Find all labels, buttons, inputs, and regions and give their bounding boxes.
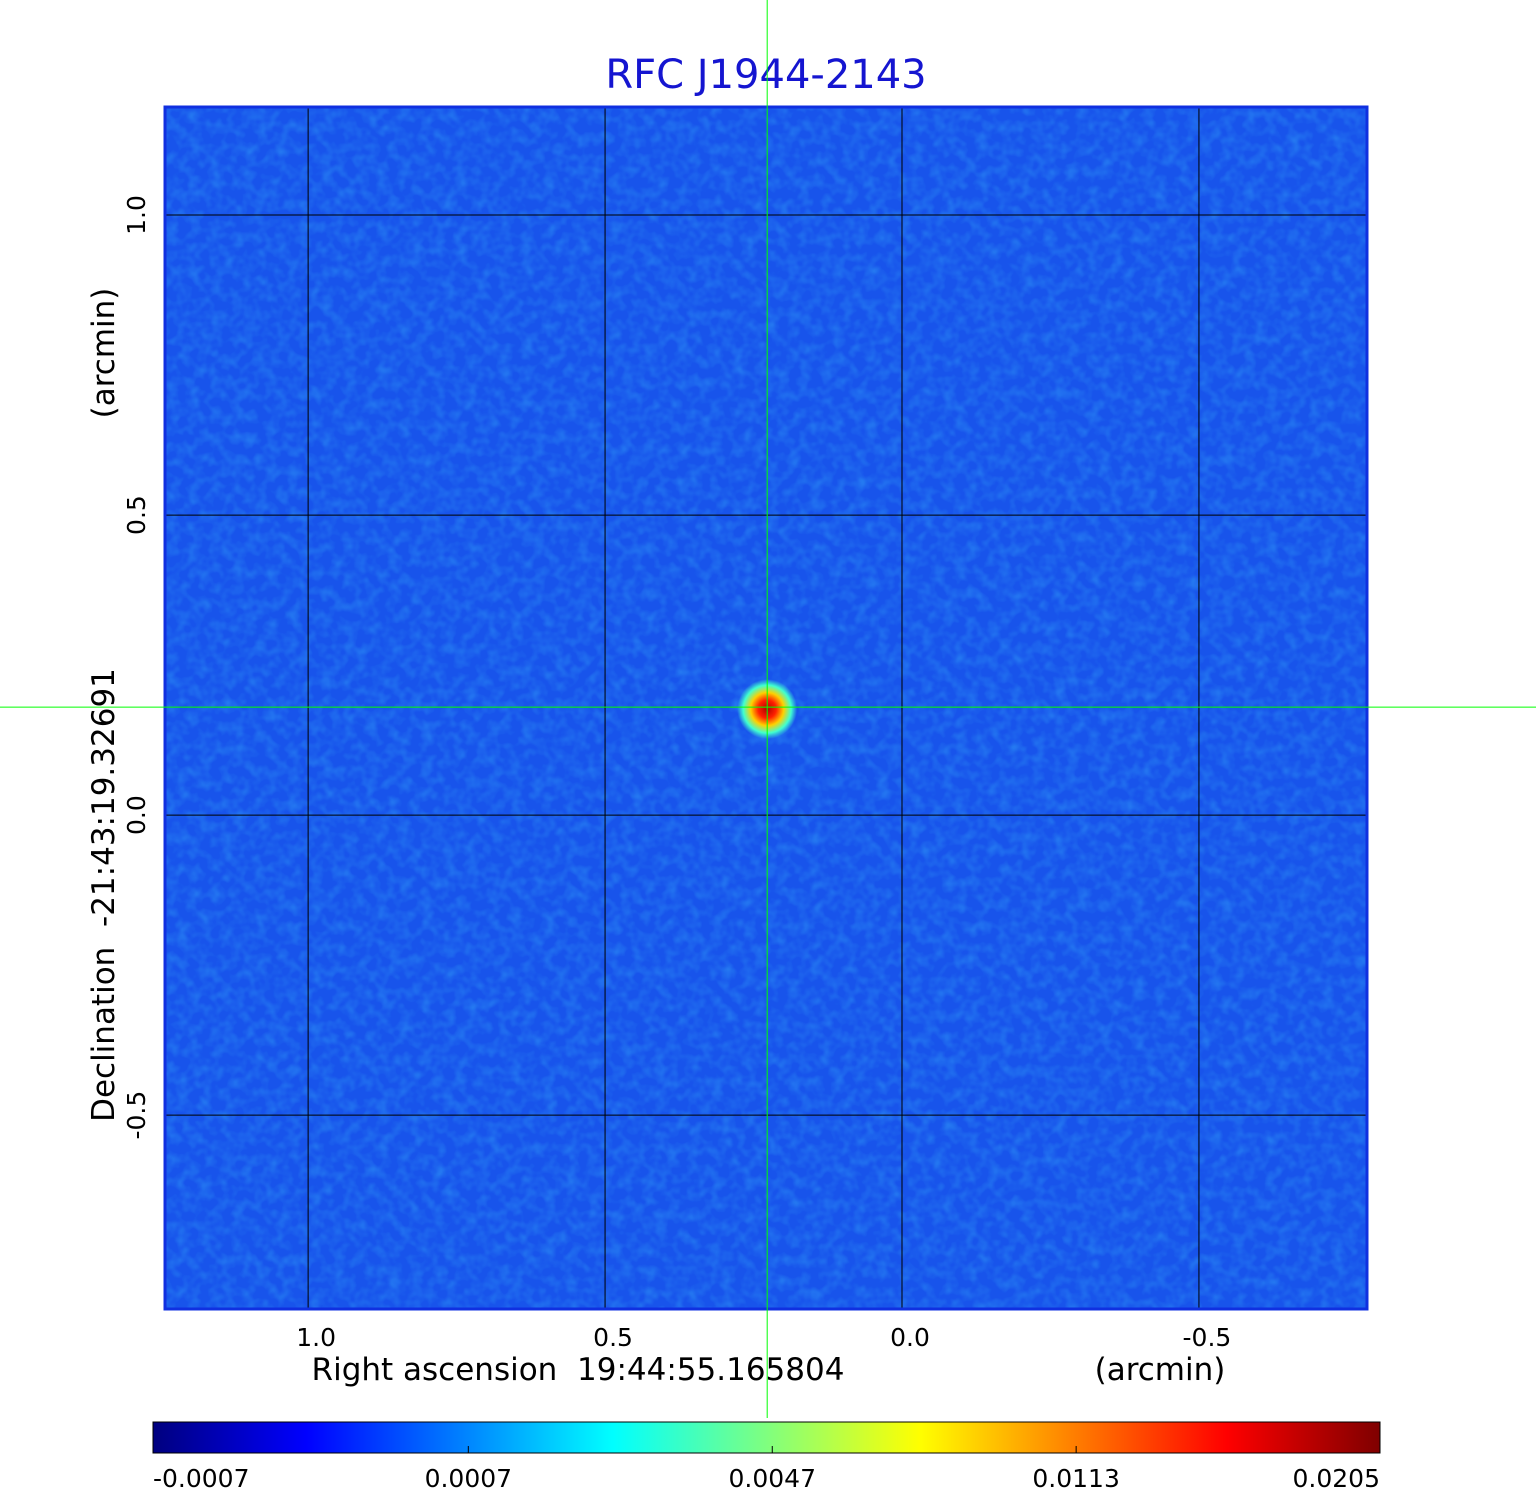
x-tick-label: 0.5 xyxy=(593,1323,633,1352)
y-tick-label: -0.5 xyxy=(122,1091,151,1140)
y-tick-label: 1.0 xyxy=(122,195,151,235)
x-axis-label: Right ascension 19:44:55.165804 xyxy=(312,1352,845,1388)
chart-title: RFC J1944-2143 xyxy=(605,52,926,98)
x-axis-unit: (arcmin) xyxy=(1095,1352,1226,1388)
colorbar-tick-label: -0.0007 xyxy=(153,1464,250,1493)
colorbar-tick-label: 0.0047 xyxy=(729,1464,816,1493)
colorbar-tick-label: 0.0007 xyxy=(425,1464,512,1493)
x-tick-label: -0.5 xyxy=(1183,1323,1232,1352)
y-tick-label: 0.5 xyxy=(122,495,151,535)
colorbar-tick-label: 0.0113 xyxy=(1032,1464,1119,1493)
y-axis-label: Declination -21:43:19.32691 xyxy=(86,668,122,1122)
frame xyxy=(163,105,1369,1311)
colorbar xyxy=(152,1421,1381,1454)
y-tick-label: 0.0 xyxy=(122,795,151,835)
y-axis-unit: (arcmin) xyxy=(86,288,122,419)
colorbar-tick-label: 0.0205 xyxy=(1293,1464,1380,1493)
x-tick-label: 1.0 xyxy=(296,1323,336,1352)
x-tick-label: 0.0 xyxy=(890,1323,930,1352)
